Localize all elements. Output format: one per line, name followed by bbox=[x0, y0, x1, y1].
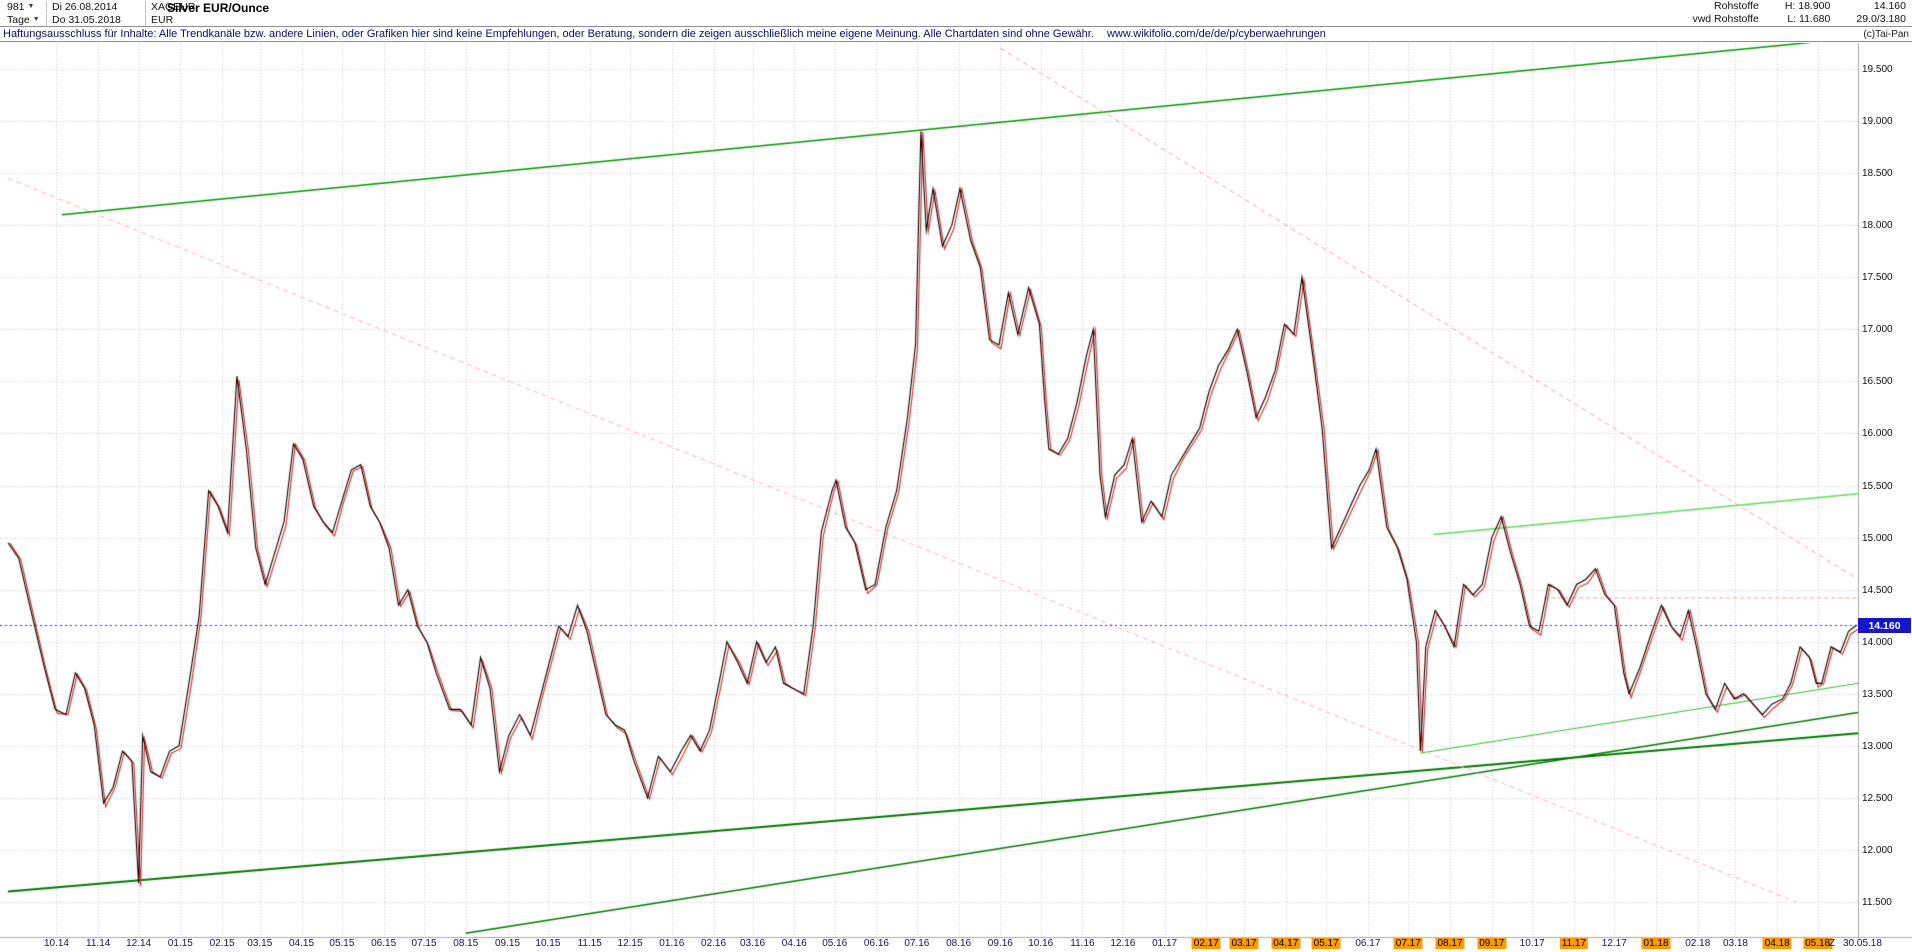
period-high: H: 18.900 bbox=[1784, 0, 1831, 12]
symbol-field[interactable]: XAGEUR bbox=[151, 0, 196, 13]
chevron-down-icon: ▼ bbox=[32, 16, 40, 23]
header-bar: 981 ▼ Di 26.08.2014 XAGEUR Tage ▼ Do 31.… bbox=[0, 0, 1912, 26]
period-low: L: 11.680 bbox=[1787, 13, 1831, 25]
timeframe-value: Tage bbox=[7, 13, 30, 26]
bars-count-value: 981 bbox=[7, 0, 25, 13]
page-title: Silver EUR/Ounce bbox=[167, 1, 270, 15]
last-price: 14.160 bbox=[1873, 0, 1906, 12]
quote-info-panel: Rohstoffe H: 18.900 14.160 vwd Rohstoffe… bbox=[1692, 0, 1906, 26]
chevron-down-icon: ▼ bbox=[27, 3, 35, 10]
date-from-field[interactable]: Di 26.08.2014 bbox=[47, 0, 146, 13]
disclaimer-bar: Haftungsausschluss für Inhalte: Alle Tre… bbox=[0, 26, 1912, 42]
bars-count-dropdown[interactable]: 981 ▼ bbox=[2, 0, 47, 13]
feed-source: vwd Rohstoffe bbox=[1692, 13, 1759, 25]
timeframe-dropdown[interactable]: Tage ▼ bbox=[2, 13, 47, 26]
feed-name: Rohstoffe bbox=[1714, 0, 1759, 12]
copyright-label: (c)Tai-Pan bbox=[1863, 28, 1909, 40]
disclaimer-text: Haftungsausschluss für Inhalte: Alle Tre… bbox=[3, 28, 1094, 40]
date-to-field[interactable]: Do 31.05.2018 bbox=[47, 13, 146, 26]
currency-label: EUR bbox=[151, 13, 174, 26]
wikifolio-link: www.wikifolio.com/de/de/p/cyberwaehrunge… bbox=[1106, 28, 1326, 40]
change-value: 29.0/3.180 bbox=[1856, 13, 1906, 25]
current-price-tag: 14.160 bbox=[1858, 618, 1911, 634]
